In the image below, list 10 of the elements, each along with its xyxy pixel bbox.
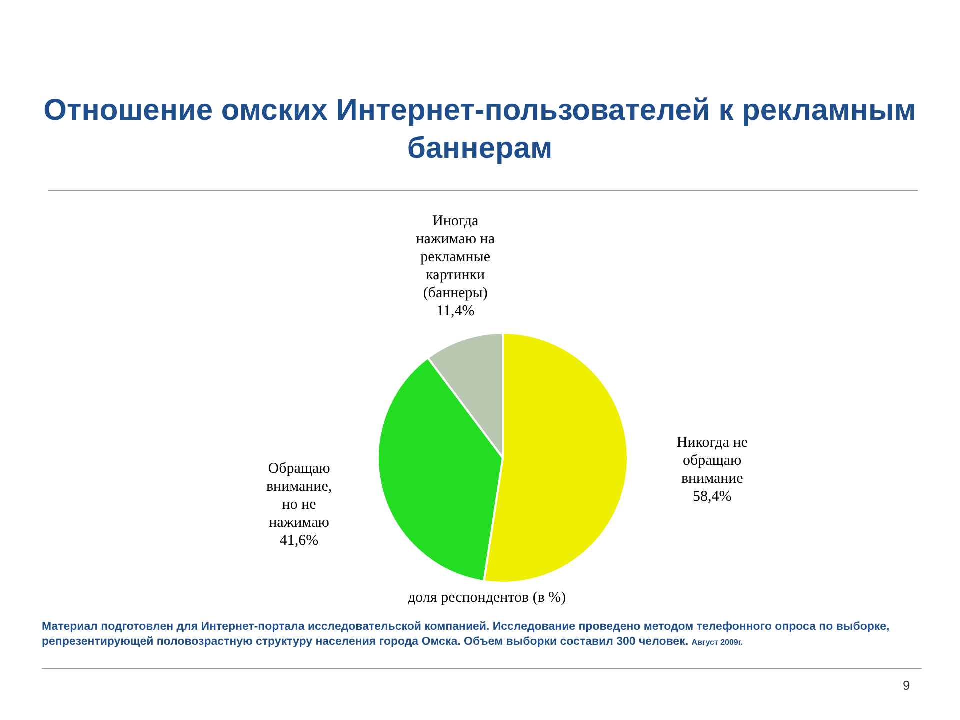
data-label: 11,4%	[436, 304, 475, 320]
text: Август 2009г.	[692, 638, 744, 647]
text: доля респондентов (в %)	[408, 590, 566, 607]
data-label: 58,4%	[693, 488, 732, 505]
slice-label: Иногда нажимаю на рекламные картинки (баннеры)	[416, 214, 496, 302]
data-label: 41,6%	[280, 533, 319, 550]
slice-label: Никогда не обращаю внимание	[676, 434, 748, 487]
chart-title: Отношение омских Интернет-пользователей к рекламным баннерам	[42, 93, 918, 167]
slice-label: Обращаю внимание, но не нажимаю	[266, 461, 332, 532]
text: 9	[903, 678, 910, 693]
